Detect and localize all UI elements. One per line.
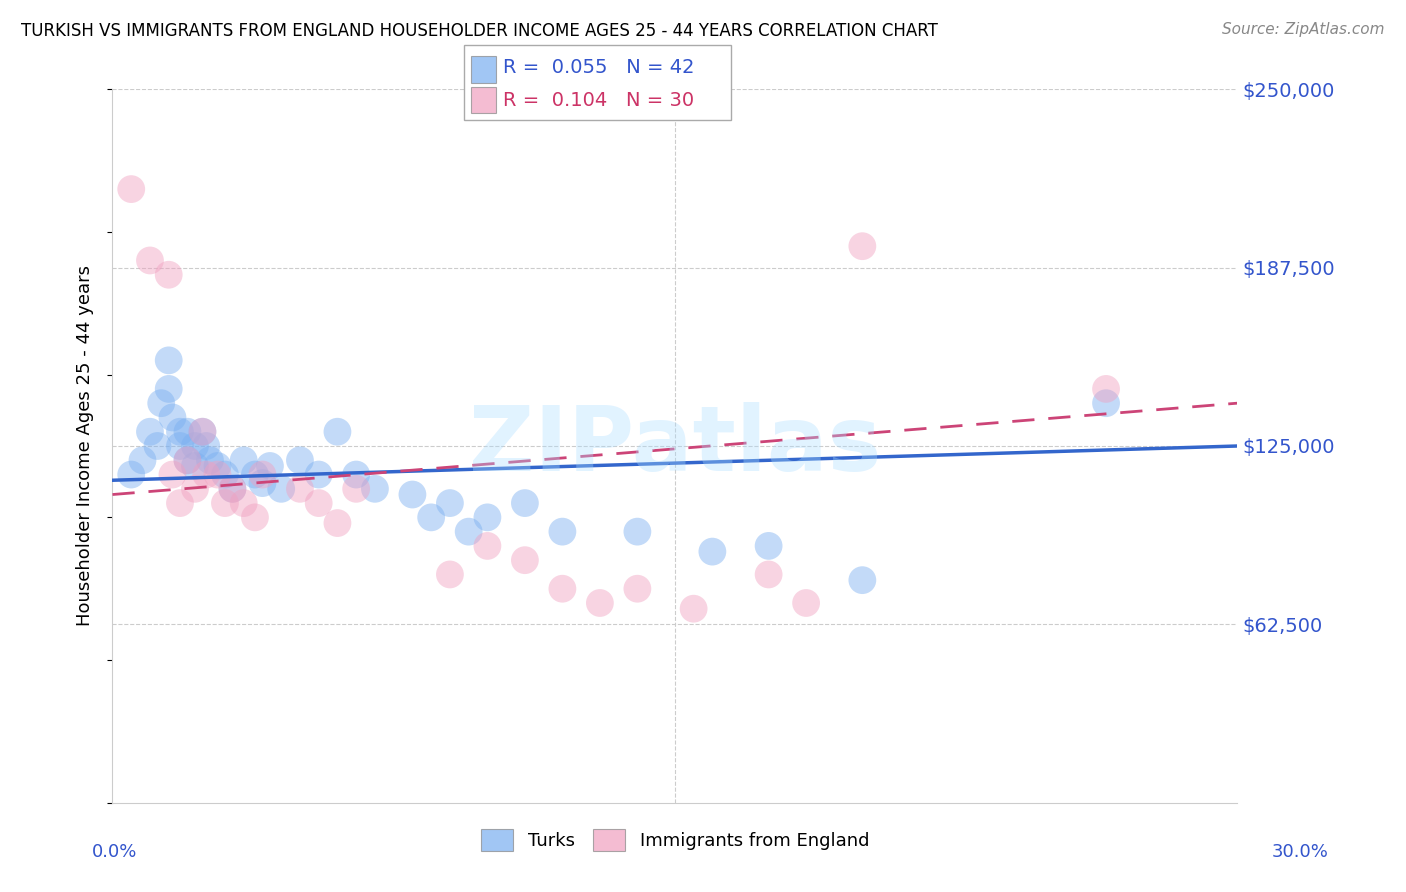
Point <box>551 582 574 596</box>
Point <box>243 467 266 482</box>
Point <box>288 482 311 496</box>
Point <box>851 573 873 587</box>
Point <box>184 458 207 473</box>
Point <box>162 467 184 482</box>
Point <box>157 382 180 396</box>
Point <box>344 467 367 482</box>
Point <box>1095 382 1118 396</box>
Point <box>207 467 229 482</box>
Point <box>259 458 281 473</box>
Point <box>176 453 198 467</box>
Point <box>439 567 461 582</box>
Point <box>214 467 236 482</box>
Point <box>191 425 214 439</box>
Point <box>702 544 724 558</box>
Point <box>150 396 173 410</box>
Point <box>243 510 266 524</box>
Point <box>139 425 162 439</box>
Point <box>794 596 817 610</box>
Point <box>120 182 142 196</box>
Point <box>198 453 221 467</box>
Point <box>131 453 153 467</box>
Point <box>270 482 292 496</box>
Point <box>308 467 330 482</box>
Point <box>157 353 180 368</box>
Point <box>120 467 142 482</box>
Point <box>288 453 311 467</box>
Point <box>364 482 387 496</box>
Point <box>758 539 780 553</box>
Text: R =  0.104   N = 30: R = 0.104 N = 30 <box>503 91 695 110</box>
Point <box>308 496 330 510</box>
Legend: Turks, Immigrants from England: Turks, Immigrants from England <box>474 822 876 858</box>
Point <box>195 439 218 453</box>
Point <box>139 253 162 268</box>
Text: ZIPatlas: ZIPatlas <box>468 402 882 490</box>
Y-axis label: Householder Income Ages 25 - 44 years: Householder Income Ages 25 - 44 years <box>76 266 94 626</box>
Point <box>232 453 254 467</box>
Point <box>221 482 243 496</box>
Text: Source: ZipAtlas.com: Source: ZipAtlas.com <box>1222 22 1385 37</box>
Point <box>191 425 214 439</box>
Point <box>589 596 612 610</box>
Point <box>477 539 499 553</box>
Point <box>184 439 207 453</box>
Point <box>513 496 536 510</box>
Point <box>439 496 461 510</box>
Point <box>252 476 274 491</box>
Point <box>477 510 499 524</box>
Point <box>207 458 229 473</box>
Point <box>682 601 704 615</box>
Point <box>221 482 243 496</box>
Point <box>513 553 536 567</box>
Point <box>169 439 191 453</box>
Point <box>252 467 274 482</box>
Point <box>457 524 479 539</box>
Point <box>232 496 254 510</box>
Point <box>626 582 648 596</box>
Point <box>176 425 198 439</box>
Point <box>157 268 180 282</box>
Point <box>195 467 218 482</box>
Point <box>420 510 443 524</box>
Point <box>146 439 169 453</box>
Point <box>162 410 184 425</box>
Point <box>169 425 191 439</box>
Point <box>214 496 236 510</box>
Point <box>326 425 349 439</box>
Point <box>851 239 873 253</box>
Point <box>184 482 207 496</box>
Text: 30.0%: 30.0% <box>1272 843 1329 861</box>
Point <box>176 453 198 467</box>
Point <box>344 482 367 496</box>
Point <box>551 524 574 539</box>
Point <box>758 567 780 582</box>
Text: TURKISH VS IMMIGRANTS FROM ENGLAND HOUSEHOLDER INCOME AGES 25 - 44 YEARS CORRELA: TURKISH VS IMMIGRANTS FROM ENGLAND HOUSE… <box>21 22 938 40</box>
Point <box>626 524 648 539</box>
Text: 0.0%: 0.0% <box>91 843 136 861</box>
Point <box>169 496 191 510</box>
Point <box>401 487 423 501</box>
Point <box>326 516 349 530</box>
Point <box>1095 396 1118 410</box>
Text: R =  0.055   N = 42: R = 0.055 N = 42 <box>503 58 695 77</box>
